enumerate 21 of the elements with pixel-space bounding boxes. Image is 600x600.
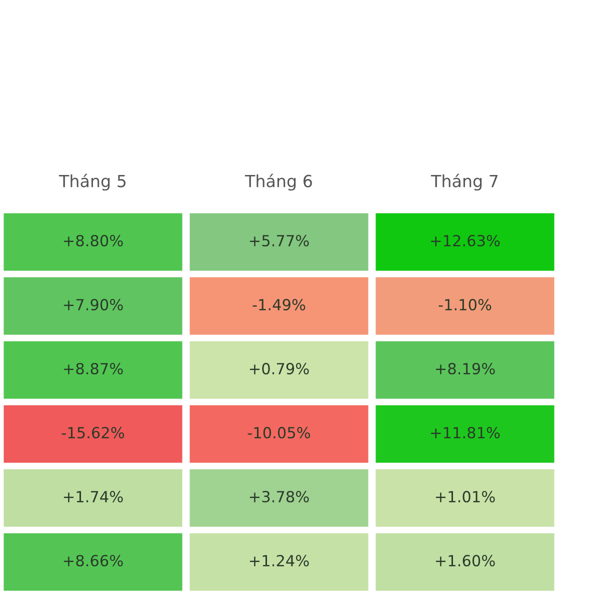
- data-label: +5.77%: [250, 234, 309, 246]
- data-label: +8.19%: [436, 362, 495, 374]
- data-label: +12.63%: [431, 234, 500, 246]
- data-label: +8.80%: [64, 234, 123, 246]
- x-tick-label: Tháng 7: [430, 174, 498, 191]
- data-label: -15.62%: [62, 426, 124, 438]
- data-label: +8.66%: [64, 554, 123, 566]
- data-label: +3.78%: [250, 490, 309, 502]
- data-label: +1.24%: [250, 554, 309, 566]
- data-label: +1.74%: [64, 490, 123, 502]
- data-label: -1.49%: [252, 298, 306, 310]
- x-tick-label: Tháng 5: [58, 174, 126, 191]
- data-label: -1.10%: [438, 298, 492, 310]
- data-label: +1.01%: [436, 490, 495, 502]
- data-label: +11.81%: [431, 426, 500, 438]
- data-label: -10.05%: [248, 426, 310, 438]
- x-tick-label: Tháng 6: [244, 174, 312, 191]
- data-label: +1.60%: [436, 554, 495, 566]
- data-label: +0.79%: [250, 362, 309, 374]
- data-label: +7.90%: [64, 298, 123, 310]
- data-label: +8.87%: [64, 362, 123, 374]
